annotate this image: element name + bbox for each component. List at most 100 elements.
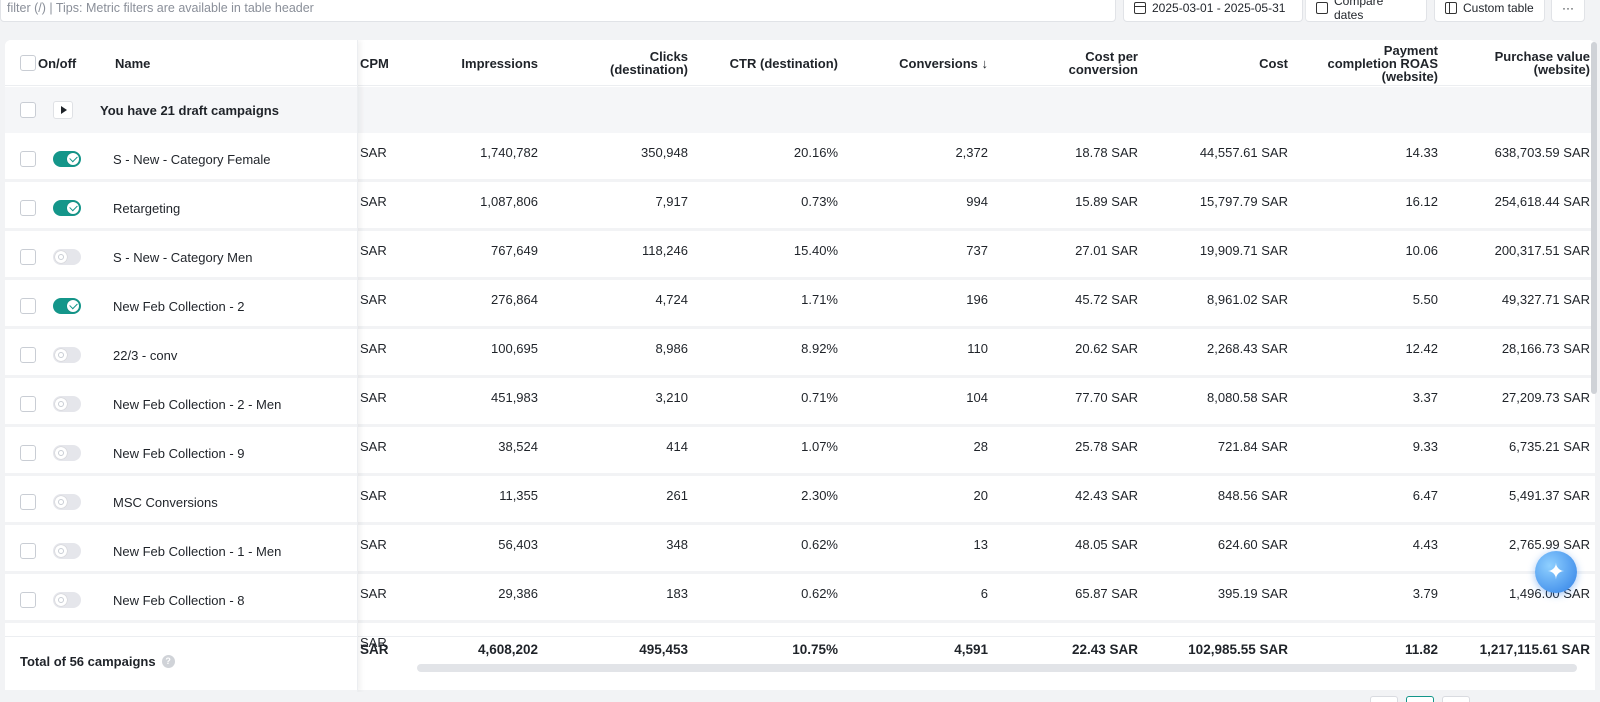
- sparkle-icon: ✦: [1546, 559, 1566, 584]
- cell-ctr: 1.07%: [801, 439, 838, 454]
- cell-cpm: SAR: [360, 145, 387, 160]
- cell-cpc: 18.78 SAR: [1075, 145, 1138, 160]
- table-row[interactable]: MSC Conversions SAR 11,355 261 2.30% 20 42.43 …: [5, 479, 1595, 525]
- table-row[interactable]: New Feb Collection - 2 SAR 276,864 4,724 1.7…: [5, 283, 1595, 329]
- cell-cpm: SAR: [360, 488, 387, 503]
- pagination-prev[interactable]: [1370, 696, 1398, 702]
- cell-conversions: 20: [973, 488, 988, 503]
- status-toggle[interactable]: [53, 347, 81, 363]
- campaign-name[interactable]: New Feb Collection - 1 - Men: [113, 543, 282, 559]
- cell-cpm: SAR: [360, 439, 387, 454]
- campaign-name[interactable]: S - New - Category Men: [113, 249, 253, 265]
- table-row[interactable]: New Feb Collection - 8 SAR 29,386 183 0.62% 6…: [5, 577, 1595, 623]
- header-onoff[interactable]: On/off: [38, 55, 77, 71]
- row-checkbox[interactable]: [20, 592, 36, 608]
- status-toggle[interactable]: [53, 592, 81, 608]
- row-checkbox[interactable]: [20, 543, 36, 559]
- total-clicks: 495,453: [639, 641, 688, 657]
- select-all-checkbox[interactable]: [20, 55, 36, 71]
- table-row[interactable]: New Feb Collection - 1 - Men SAR 56,403 348…: [5, 528, 1595, 574]
- cell-ctr: 8.92%: [801, 341, 838, 356]
- header-conversions[interactable]: Conversions ↓: [899, 55, 988, 71]
- row-checkbox[interactable]: [20, 494, 36, 510]
- header-impressions[interactable]: Impressions: [461, 55, 538, 71]
- toggle-knob: [67, 153, 79, 165]
- compare-dates-button[interactable]: Compare dates: [1305, 0, 1427, 22]
- status-toggle[interactable]: [53, 298, 81, 314]
- cell-pv: 5,491.37 SAR: [1509, 488, 1590, 503]
- cell-roas: 16.12: [1405, 194, 1438, 209]
- table-row[interactable]: New Feb Collection - 9 SAR 38,524 414 1.07% 2…: [5, 430, 1595, 476]
- table-row[interactable]: 22/3 - conv SAR 100,695 8,986 8.92% 110 20.62 …: [5, 332, 1595, 378]
- table-header: On/off Name CPM Impressions Clicks (dest…: [5, 40, 1595, 86]
- total-cost-per-conversion: 22.43 SAR: [1071, 641, 1138, 657]
- cell-clicks: 183: [666, 586, 688, 601]
- status-toggle[interactable]: [53, 543, 81, 559]
- cell-impressions: 1,740,782: [480, 145, 538, 160]
- pagination-page-current[interactable]: [1406, 696, 1434, 702]
- more-options-button[interactable]: ···: [1551, 0, 1585, 22]
- vertical-scrollbar[interactable]: [1591, 42, 1597, 394]
- cell-cpm: SAR: [360, 537, 387, 552]
- campaign-name[interactable]: 22/3 - conv: [113, 347, 178, 363]
- row-checkbox[interactable]: [20, 200, 36, 216]
- status-toggle[interactable]: [53, 249, 81, 265]
- total-purchase-value: 1,217,115.61 SAR: [1479, 641, 1590, 657]
- row-checkbox[interactable]: [20, 396, 36, 412]
- cell-clicks: 4,724: [655, 292, 688, 307]
- campaign-name[interactable]: Retargeting: [113, 200, 181, 216]
- header-clicks[interactable]: Clicks (destination): [555, 40, 688, 86]
- table-row[interactable]: Retargeting SAR 1,087,806 7,917 0.73% 994 15.8…: [5, 185, 1595, 231]
- row-checkbox[interactable]: [20, 445, 36, 461]
- custom-table-button[interactable]: Custom table: [1434, 0, 1545, 22]
- row-checkbox[interactable]: [20, 249, 36, 265]
- table-row[interactable]: S - New - Category Men SAR 767,649 118,246 1…: [5, 234, 1595, 280]
- cell-impressions: 451,983: [491, 390, 538, 405]
- status-toggle[interactable]: [53, 151, 81, 167]
- cell-clicks: 7,917: [655, 194, 688, 209]
- header-pv-line2: (website): [1533, 62, 1590, 77]
- row-checkbox[interactable]: [20, 298, 36, 314]
- draft-checkbox[interactable]: [20, 102, 36, 118]
- cell-conversions: 28: [973, 439, 988, 454]
- row-checkbox[interactable]: [20, 151, 36, 167]
- status-toggle[interactable]: [53, 445, 81, 461]
- help-icon[interactable]: ?: [161, 654, 175, 668]
- row-checkbox[interactable]: [20, 347, 36, 363]
- header-cost-per-conversion[interactable]: Cost per conversion: [1005, 40, 1138, 86]
- cell-cpc: 15.89 SAR: [1075, 194, 1138, 209]
- campaign-name[interactable]: New Feb Collection - 2 - Men: [113, 396, 282, 412]
- pagination-next[interactable]: [1442, 696, 1470, 702]
- campaign-name[interactable]: S - New - Category Female: [113, 151, 271, 167]
- cell-cpc: 20.62 SAR: [1075, 341, 1138, 356]
- cell-ctr: 0.71%: [801, 390, 838, 405]
- ai-assistant-button[interactable]: ✦: [1535, 551, 1577, 593]
- campaign-name[interactable]: MSC Conversions: [113, 494, 218, 510]
- cell-conversions: 994: [966, 194, 988, 209]
- header-name[interactable]: Name: [115, 55, 151, 71]
- filter-input[interactable]: filter (/) | Tips: Metric filters are av…: [0, 0, 1116, 22]
- header-cost[interactable]: Cost: [1259, 55, 1288, 71]
- campaign-name[interactable]: New Feb Collection - 9: [113, 445, 245, 461]
- cell-impressions: 767,649: [491, 243, 538, 258]
- cell-roas: 3.37: [1412, 390, 1438, 405]
- expand-drafts-button[interactable]: [53, 101, 73, 119]
- date-range-button[interactable]: 2025-03-01 - 2025-05-31: [1123, 0, 1303, 22]
- table-row[interactable]: S - New - Category Female SAR 1,740,782 350…: [5, 136, 1595, 182]
- cell-conversions: 13: [973, 537, 988, 552]
- status-toggle[interactable]: [53, 200, 81, 216]
- header-cpm[interactable]: CPM: [360, 55, 389, 71]
- campaign-name[interactable]: New Feb Collection - 8: [113, 592, 245, 608]
- horizontal-scrollbar[interactable]: [417, 664, 1577, 672]
- header-purchase-value[interactable]: Purchase value (website): [1435, 40, 1590, 86]
- status-toggle[interactable]: [53, 396, 81, 412]
- table-row[interactable]: New Feb Collection - 2 - Men SAR 451,983 3,…: [5, 381, 1595, 427]
- status-toggle[interactable]: [53, 494, 81, 510]
- total-cpm: SAR: [360, 641, 389, 657]
- campaign-name[interactable]: New Feb Collection - 2: [113, 298, 245, 314]
- cell-ctr: 2.30%: [801, 488, 838, 503]
- header-roas[interactable]: Payment completion ROAS (website): [1285, 40, 1438, 86]
- header-roas-line2: completion ROAS: [1327, 55, 1438, 71]
- draft-campaigns-row[interactable]: You have 21 draft campaigns: [5, 87, 1595, 133]
- header-ctr[interactable]: CTR (destination): [729, 55, 838, 71]
